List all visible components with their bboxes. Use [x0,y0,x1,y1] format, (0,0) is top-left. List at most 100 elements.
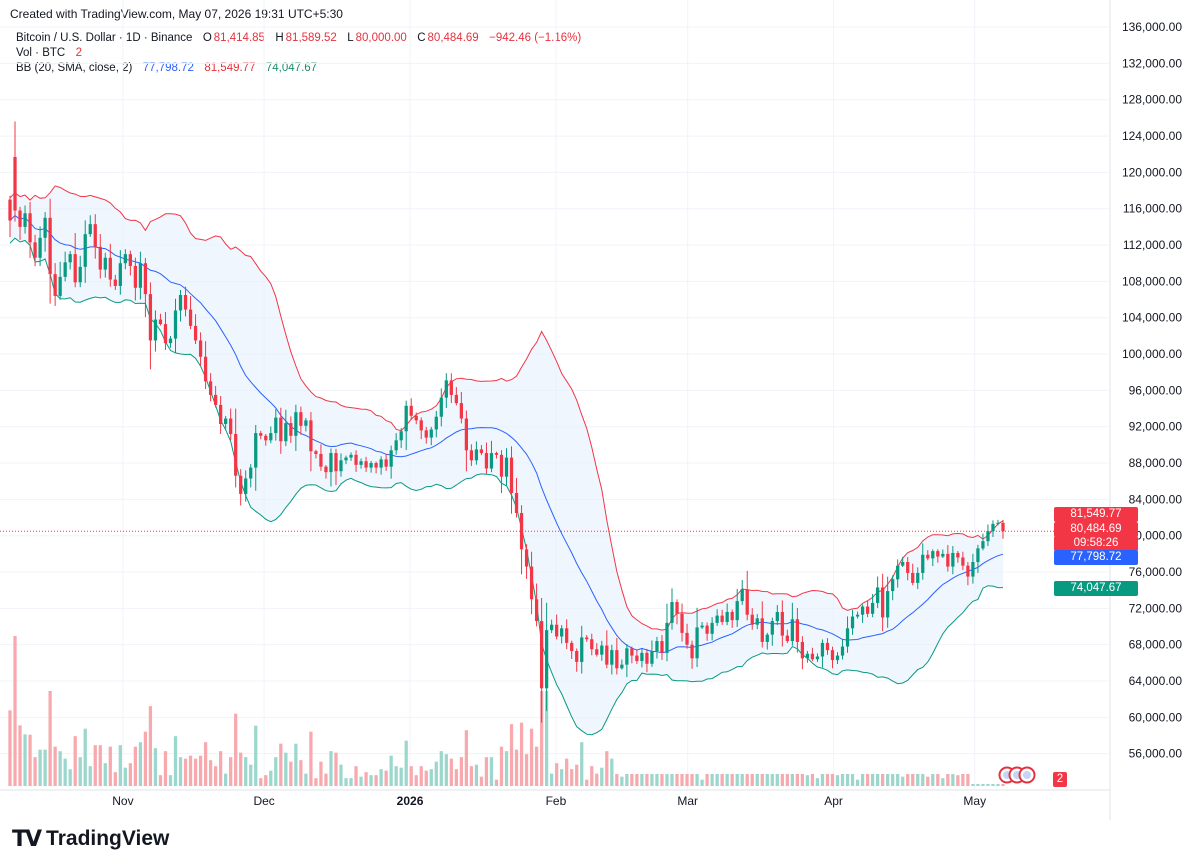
candle-body [504,457,509,477]
candle-body [936,551,940,557]
volume-tag: 2 [1053,772,1067,787]
candle-body [319,453,323,467]
price-tick-label: 104,000.00 [1122,311,1182,325]
volume-bar [354,766,358,786]
candle-body [98,246,102,270]
volume-bar [971,784,975,786]
candle-body [715,615,719,623]
volume-bar [911,774,915,786]
candle-body [710,622,714,634]
volume-bar [419,766,423,786]
volume-bar [886,774,890,786]
price-tick-label: 80,000.00 [1129,529,1183,543]
tradingview-wordmark: TradingView [46,827,170,850]
candle-body [143,263,148,295]
volume-bar [339,764,343,786]
volume-bar [244,757,248,786]
volume-bar [560,769,564,786]
candle-body [896,565,900,580]
volume-bar [615,774,619,786]
volume-bar [208,760,213,786]
candle-body [906,562,910,573]
event-flags[interactable] [998,766,1036,784]
candle-body [494,453,499,455]
candle-body [760,618,764,642]
candle-body [931,551,935,559]
volume-bar [690,774,694,786]
volume-bar [213,766,218,786]
bollinger-legend: BB (20, SMA, close, 2) 77,798.72 81,549.… [16,62,319,74]
volume-bar [529,728,534,786]
volume-bar [269,770,273,786]
volume-bar [675,774,679,786]
candle-body [464,418,469,451]
candle-body [585,637,589,640]
candle-body [444,380,448,398]
candle-body [249,467,253,479]
volume-bar [158,775,163,786]
candle-body [825,642,830,651]
candle-body [289,423,293,436]
upper-band-tag: 81,549.77 [1054,507,1138,522]
volume-bar [63,758,67,786]
volume-bar [951,774,955,786]
candle-body [956,552,960,558]
volume-bar [710,774,714,786]
candle-body [108,257,112,280]
candle-body [489,453,494,469]
volume-bar [640,774,644,786]
tradingview-logo[interactable]: TV TradingView [12,826,169,852]
volume-bar [399,767,403,786]
candle-body [439,397,443,417]
volume-bar [309,731,313,786]
candle-body [254,433,258,468]
chart-created-caption: Created with TradingView.com, May 07, 20… [10,7,343,21]
candle-body [354,454,358,465]
candle-body [951,552,955,567]
volume-bar [429,769,433,786]
volume-bar [389,755,393,786]
volume-bar [550,773,554,786]
volume-bar [153,748,158,786]
candle-body [886,591,890,618]
candle-body [449,380,453,395]
volume-bar [469,766,474,786]
price-axis[interactable]: 136,000.00 132,000.00 128,000.00 124,000.00… [1122,20,1182,761]
candle-body [118,263,122,286]
price-tick-label: 56,000.00 [1129,747,1183,761]
candle-body [976,548,980,563]
volume-bar [254,725,258,786]
candle-body [780,611,784,636]
candle-body [314,451,318,454]
candle-body [499,454,504,477]
volume-bar [991,784,995,786]
candle-body [414,415,418,421]
bollinger-upper-value: 81,549.77 [204,62,256,74]
volume-bar [860,774,865,786]
volume-label: Vol · BTC [16,47,66,59]
open-label: O [202,32,212,44]
volume-bar [234,713,238,786]
candle-body [133,265,138,288]
volume-bar [33,757,37,786]
candle-body [620,664,624,669]
candle-body [364,461,368,468]
candle-body [359,461,363,465]
candle-body [660,641,664,653]
volume-bar [379,769,383,786]
price-tick-label: 136,000.00 [1122,20,1182,34]
price-tick-label: 72,000.00 [1129,601,1183,615]
price-tick-label: 128,000.00 [1122,93,1182,107]
volume-bar [635,774,639,786]
volume-bar [143,731,148,786]
volume-bar [509,724,514,786]
candle-body [229,418,233,434]
candle-body [173,310,178,339]
time-axis[interactable]: Nov Dec 2026 Feb Mar Apr May [112,794,986,808]
candle-body [700,625,704,628]
candle-body [605,645,609,665]
volume-bar [575,764,579,786]
candle-body [539,621,544,689]
candle-body [68,254,72,263]
